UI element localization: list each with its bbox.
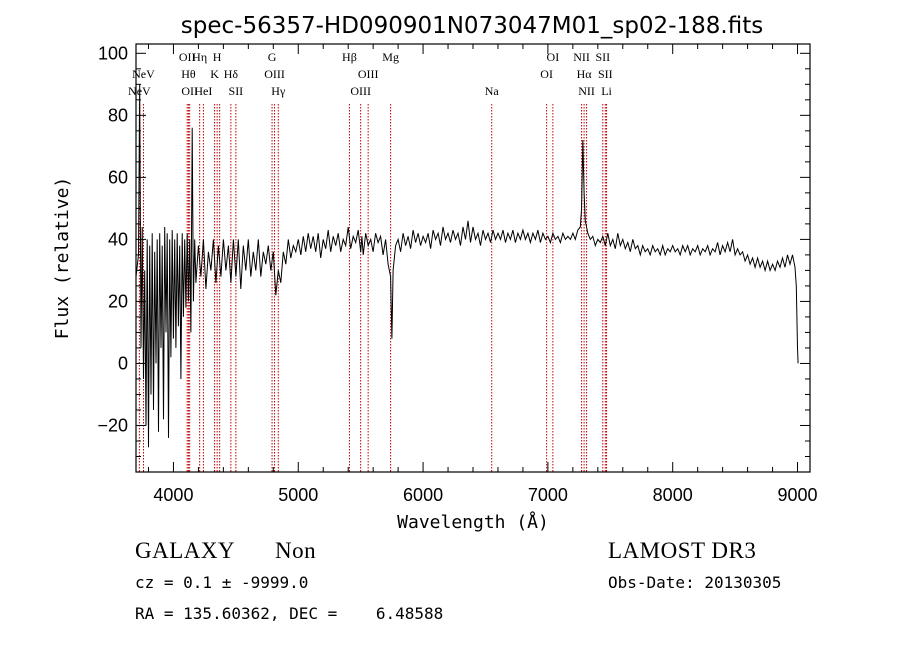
line-label: H <box>213 50 222 64</box>
line-label: OII <box>179 50 196 64</box>
line-label: OIII <box>350 84 371 98</box>
line-label: NII <box>573 50 590 64</box>
line-label: Hα <box>577 67 593 81</box>
y-tick-label: 40 <box>108 229 128 249</box>
x-tick-label: 4000 <box>153 485 193 505</box>
emission-line-markers <box>138 104 608 472</box>
x-tick-label: 6000 <box>403 485 443 505</box>
x-tick-label: 9000 <box>777 485 817 505</box>
line-label: OI <box>540 67 553 81</box>
line-label: NeV <box>132 67 155 81</box>
line-label: Hδ <box>224 67 239 81</box>
line-label: K <box>210 67 219 81</box>
line-label: SII <box>598 67 613 81</box>
line-label: NII <box>578 84 595 98</box>
y-tick-label: 80 <box>108 105 128 125</box>
y-axis-label: Flux (relative) <box>52 177 73 340</box>
line-label: Hγ <box>271 84 286 98</box>
line-label: OIII <box>264 67 285 81</box>
line-label: Na <box>485 84 500 98</box>
line-label: G <box>268 50 277 64</box>
line-label: Hθ <box>181 67 196 81</box>
x-tick-label: 5000 <box>278 485 318 505</box>
line-label: Li <box>601 84 612 98</box>
y-tick-label: 60 <box>108 167 128 187</box>
x-tick-label: 7000 <box>528 485 568 505</box>
line-label: Hβ <box>342 50 357 64</box>
line-label: SII <box>229 84 244 98</box>
line-label: OIII <box>358 67 379 81</box>
line-label: OII <box>181 84 198 98</box>
survey-name: LAMOST DR3 <box>608 538 757 563</box>
line-label: OI <box>547 50 560 64</box>
y-tick-label: −20 <box>97 415 128 435</box>
object-class: GALAXY <box>135 538 236 563</box>
coordinates-text: RA = 135.60362, DEC = 6.48588 <box>135 604 444 623</box>
y-axis-ticks: −20 0 20 40 60 80 100 <box>97 43 810 457</box>
x-axis-label: Wavelength (Å) <box>397 511 549 533</box>
line-label: HeI <box>194 84 212 98</box>
chart-title: spec-56357-HD090901N073047M01_sp02-188.f… <box>181 13 763 39</box>
y-tick-label: 100 <box>98 43 128 63</box>
observation-date: Obs-Date: 20130305 <box>608 573 782 592</box>
emission-line-labels: NeVNeVOIIHθOIIHηHeIKHHδSIIGOIIIHγHβOIIIO… <box>128 50 613 98</box>
y-tick-label: 0 <box>118 353 128 373</box>
x-axis-ticks: 4000 5000 6000 7000 8000 9000 <box>147 44 818 505</box>
y-tick-label: 20 <box>108 291 128 311</box>
line-label: Mg <box>382 50 399 64</box>
line-label: Hη <box>192 50 207 64</box>
line-label: SII <box>595 50 610 64</box>
spectrum-line <box>135 84 799 448</box>
object-subclass: Non <box>275 538 317 563</box>
redshift-text: cz = 0.1 ± -9999.0 <box>135 573 309 592</box>
x-tick-label: 8000 <box>653 485 693 505</box>
